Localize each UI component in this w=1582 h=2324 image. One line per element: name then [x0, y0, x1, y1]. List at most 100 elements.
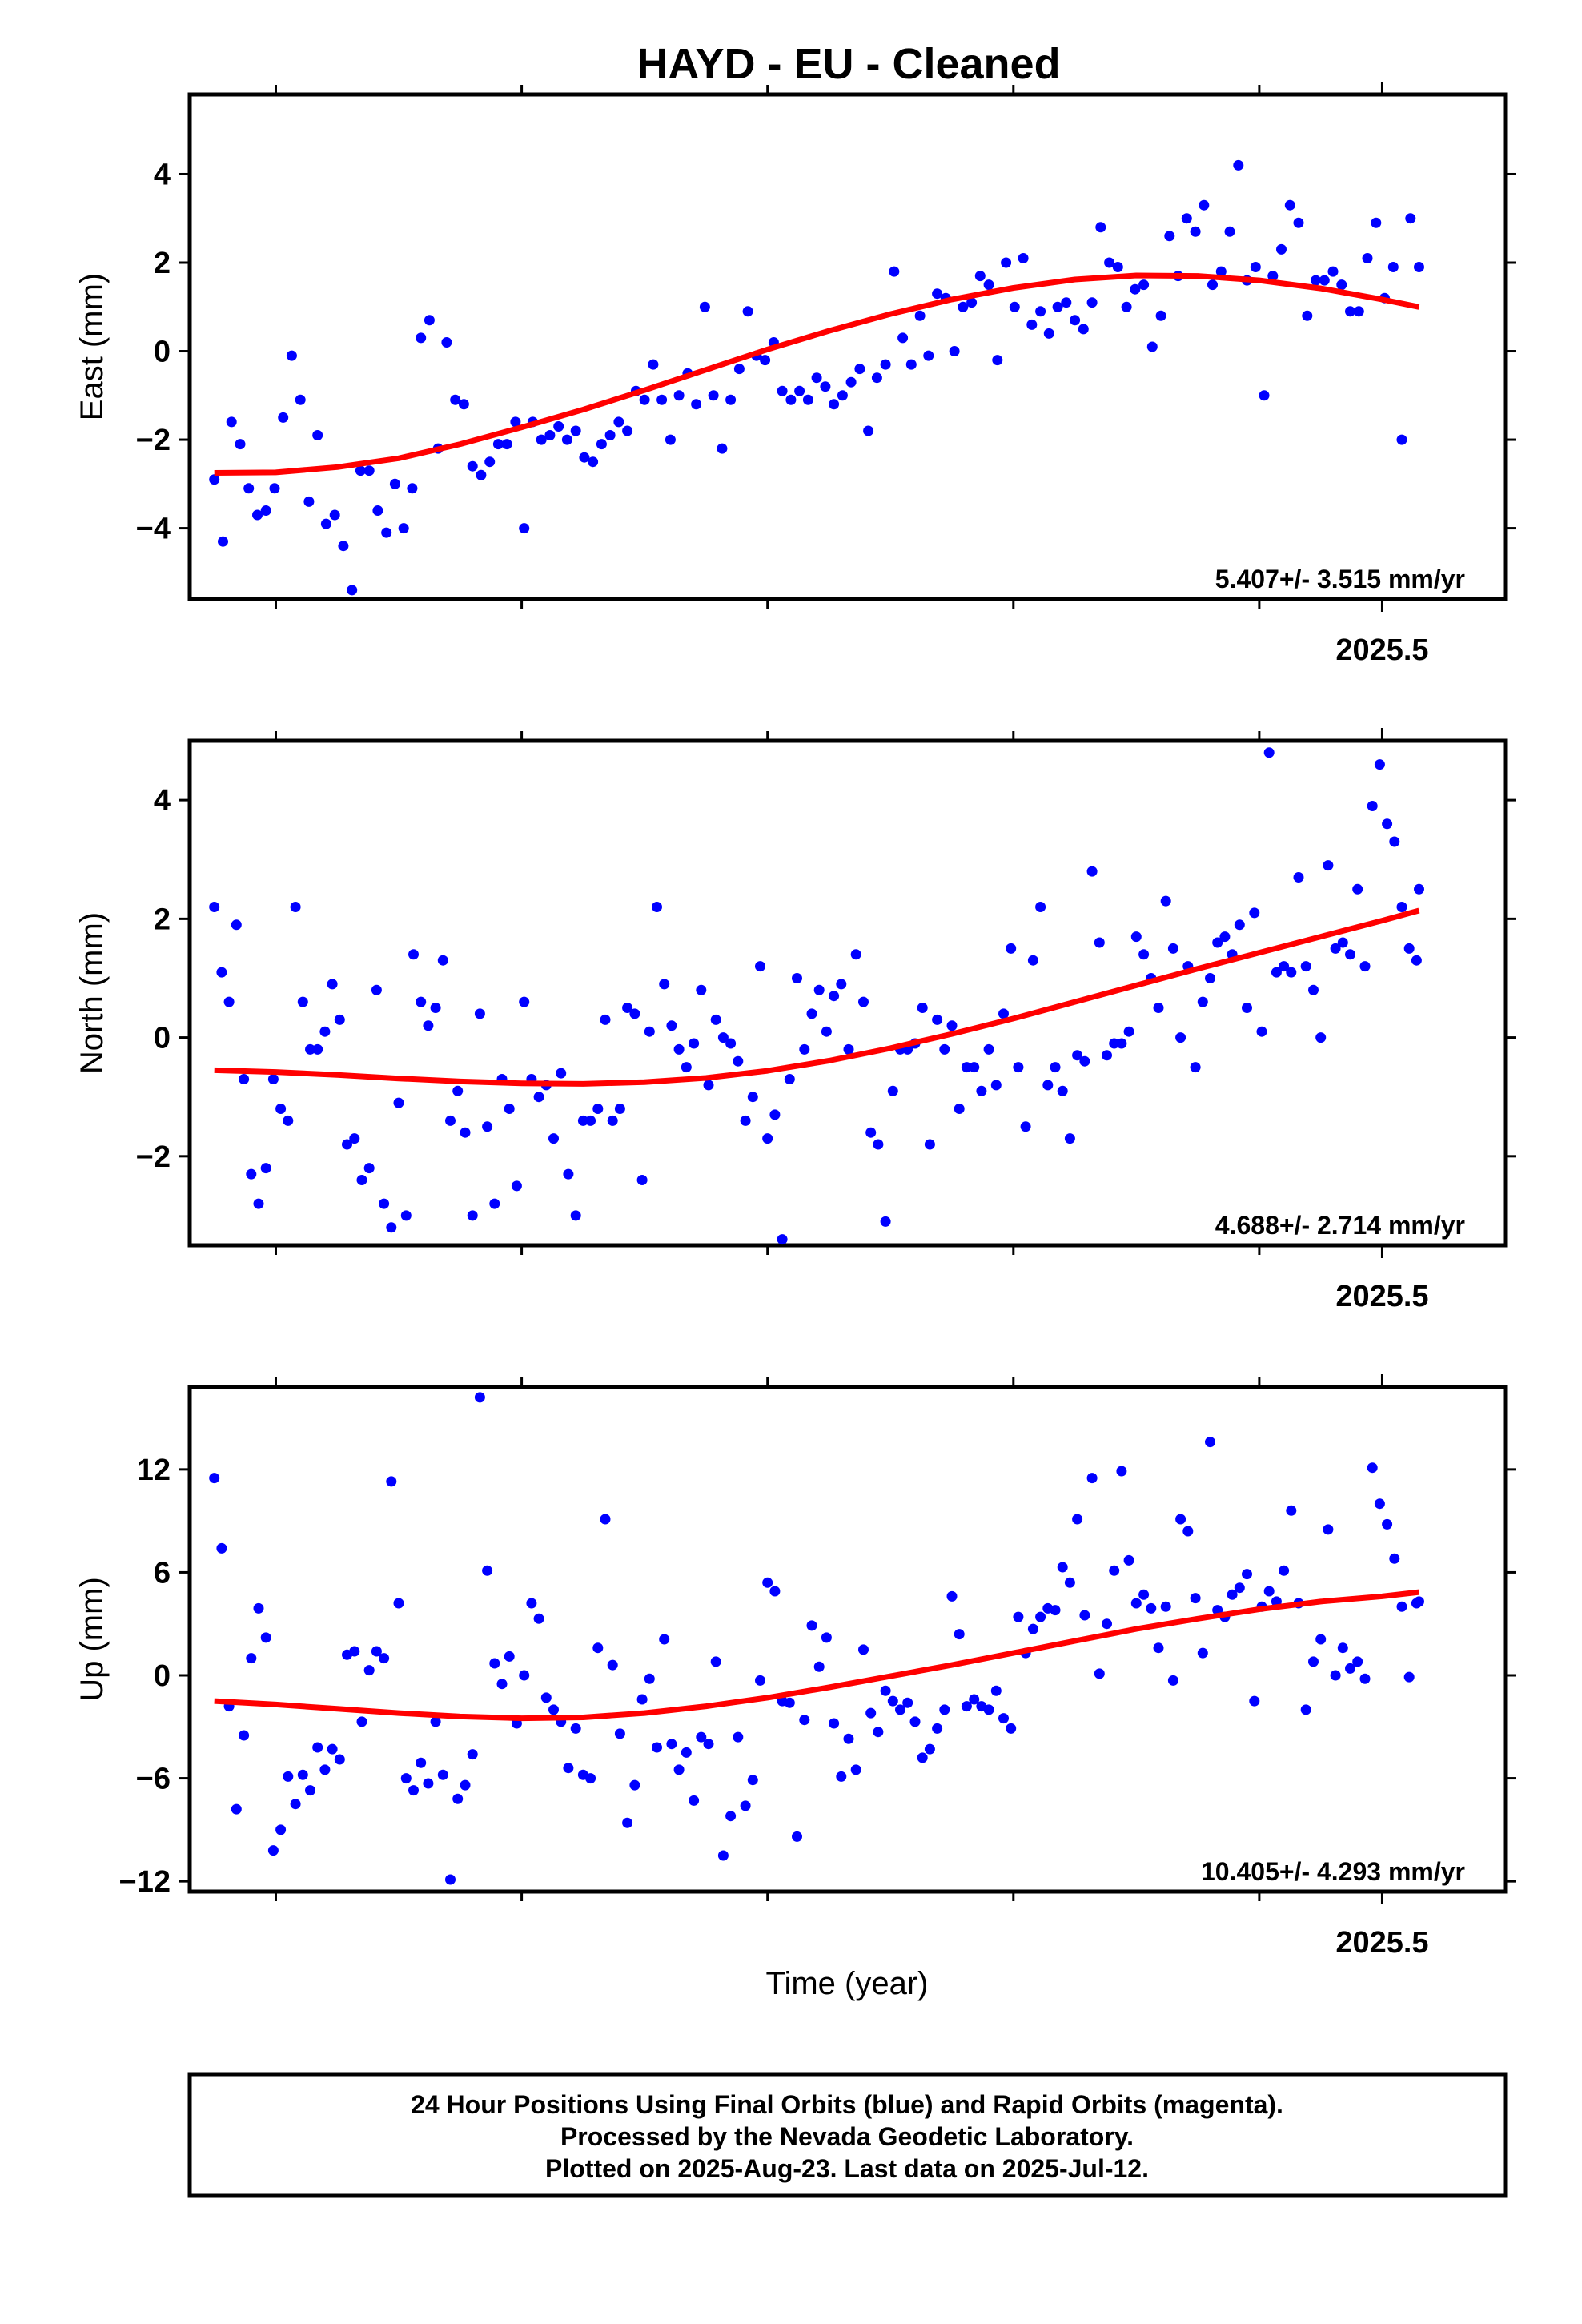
- east-data-point: [1362, 253, 1373, 263]
- north-data-point: [1057, 1085, 1068, 1096]
- up-data-point: [644, 1673, 655, 1684]
- up-data-point: [482, 1565, 493, 1576]
- east-data-point: [854, 364, 865, 375]
- up-data-point: [990, 1685, 1002, 1696]
- up-data-point: [747, 1775, 758, 1786]
- east-data-point: [897, 332, 909, 344]
- footer-line-2: Processed by the Nevada Geodetic Laborat…: [560, 2122, 1134, 2151]
- east-data-point: [958, 301, 969, 312]
- footer-line-3: Plotted on 2025-Aug-23. Last data on 202…: [545, 2154, 1149, 2183]
- north-data-point: [1403, 943, 1415, 954]
- north-data-point: [1323, 860, 1334, 871]
- north-fit-curve: [214, 907, 1420, 1087]
- north-data-point: [1414, 883, 1424, 895]
- north-data-point: [1315, 1032, 1327, 1043]
- east-data-point: [209, 474, 220, 485]
- east-data-point: [570, 425, 581, 436]
- east-data-point: [501, 439, 512, 450]
- up-data-point: [592, 1642, 604, 1654]
- north-data-point: [592, 1104, 604, 1114]
- east-data-point: [966, 297, 978, 308]
- up-data-point: [1102, 1618, 1112, 1630]
- north-data-point: [533, 1092, 544, 1103]
- up-data-point: [1308, 1656, 1319, 1667]
- up-data-point: [452, 1793, 464, 1804]
- up-data-point: [954, 1629, 965, 1640]
- up-data-point: [924, 1743, 935, 1755]
- up-data-point: [408, 1785, 419, 1796]
- east-data-point: [983, 279, 994, 291]
- east-data-point: [320, 518, 331, 529]
- north-data-point: [1042, 1080, 1054, 1091]
- up-plot-frame: [187, 1385, 1508, 1894]
- up-data-point: [939, 1704, 950, 1715]
- up-data-point: [1227, 1589, 1238, 1600]
- east-data-point: [303, 496, 315, 507]
- east-data-point: [1259, 390, 1270, 401]
- north-data-point: [1234, 919, 1245, 931]
- north-data-point: [1175, 1032, 1186, 1043]
- up-data-point: [460, 1779, 471, 1791]
- north-data-point: [636, 1175, 648, 1185]
- up-data-point: [260, 1632, 271, 1643]
- east-data-point: [1043, 328, 1054, 339]
- up-data-point: [1130, 1598, 1142, 1609]
- up-data-point: [858, 1644, 869, 1655]
- north-data-point: [216, 967, 227, 978]
- north-data-point: [319, 1026, 331, 1037]
- east-data-point: [717, 443, 728, 454]
- up-data-point: [1109, 1565, 1120, 1576]
- east-data-point: [441, 337, 452, 348]
- north-data-point: [939, 1043, 950, 1055]
- east-data-point: [1061, 297, 1072, 308]
- up-data-point: [673, 1764, 685, 1775]
- up-data-point: [710, 1656, 721, 1667]
- east-data-point: [794, 385, 805, 396]
- up-data-point: [961, 1701, 972, 1712]
- east-y-tick-label: 2: [154, 247, 171, 280]
- up-data-point: [829, 1718, 840, 1729]
- north-data-point: [813, 984, 825, 995]
- north-data-point: [1123, 1026, 1134, 1037]
- east-data-point: [699, 301, 710, 312]
- north-data-point: [696, 984, 707, 995]
- east-data-point: [312, 430, 323, 440]
- north-data-point: [297, 996, 308, 1007]
- north-data-point: [946, 1020, 958, 1031]
- up-data-point: [570, 1723, 581, 1734]
- up-data-point: [880, 1685, 891, 1696]
- up-panel: 12 6 0 −6 −12 2025.5 Up (mm) 10.405+/- 4.293 mm…: [74, 1374, 1516, 1960]
- north-data-point: [983, 1043, 994, 1055]
- up-data-point: [1345, 1663, 1355, 1674]
- east-data-point: [278, 412, 289, 423]
- east-data-point: [467, 460, 478, 472]
- north-data-point: [1013, 1062, 1024, 1073]
- up-data-point: [371, 1646, 382, 1657]
- up-data-point: [1182, 1526, 1194, 1537]
- figure-title: HAYD - EU - Cleaned: [636, 40, 1060, 88]
- up-data-point: [1382, 1518, 1393, 1530]
- up-data-point: [216, 1542, 227, 1554]
- up-data-point: [969, 1694, 980, 1705]
- east-data-point: [553, 421, 564, 432]
- north-data-point: [489, 1198, 500, 1209]
- east-data-point: [1121, 301, 1132, 312]
- up-data-point: [1123, 1554, 1134, 1566]
- east-data-points: [209, 159, 1424, 596]
- east-data-point: [656, 394, 668, 405]
- east-data-point: [1336, 279, 1347, 291]
- up-data-point: [1205, 1437, 1215, 1448]
- up-data-point: [400, 1773, 412, 1784]
- north-data-point: [1167, 943, 1178, 954]
- north-data-point: [1271, 967, 1282, 978]
- east-data-point: [639, 394, 650, 405]
- north-data-point: [445, 1115, 456, 1126]
- north-panel: 4 2 0 −2 2025.5 North (mm) 4.688+/- 2.714 mm/y…: [74, 728, 1516, 1313]
- east-data-point: [1233, 159, 1244, 171]
- east-data-point: [243, 483, 255, 494]
- north-data-point: [961, 1062, 972, 1073]
- up-data-point: [806, 1620, 817, 1631]
- up-data-point: [231, 1803, 242, 1815]
- up-data-point: [799, 1715, 810, 1726]
- east-data-point: [880, 359, 891, 370]
